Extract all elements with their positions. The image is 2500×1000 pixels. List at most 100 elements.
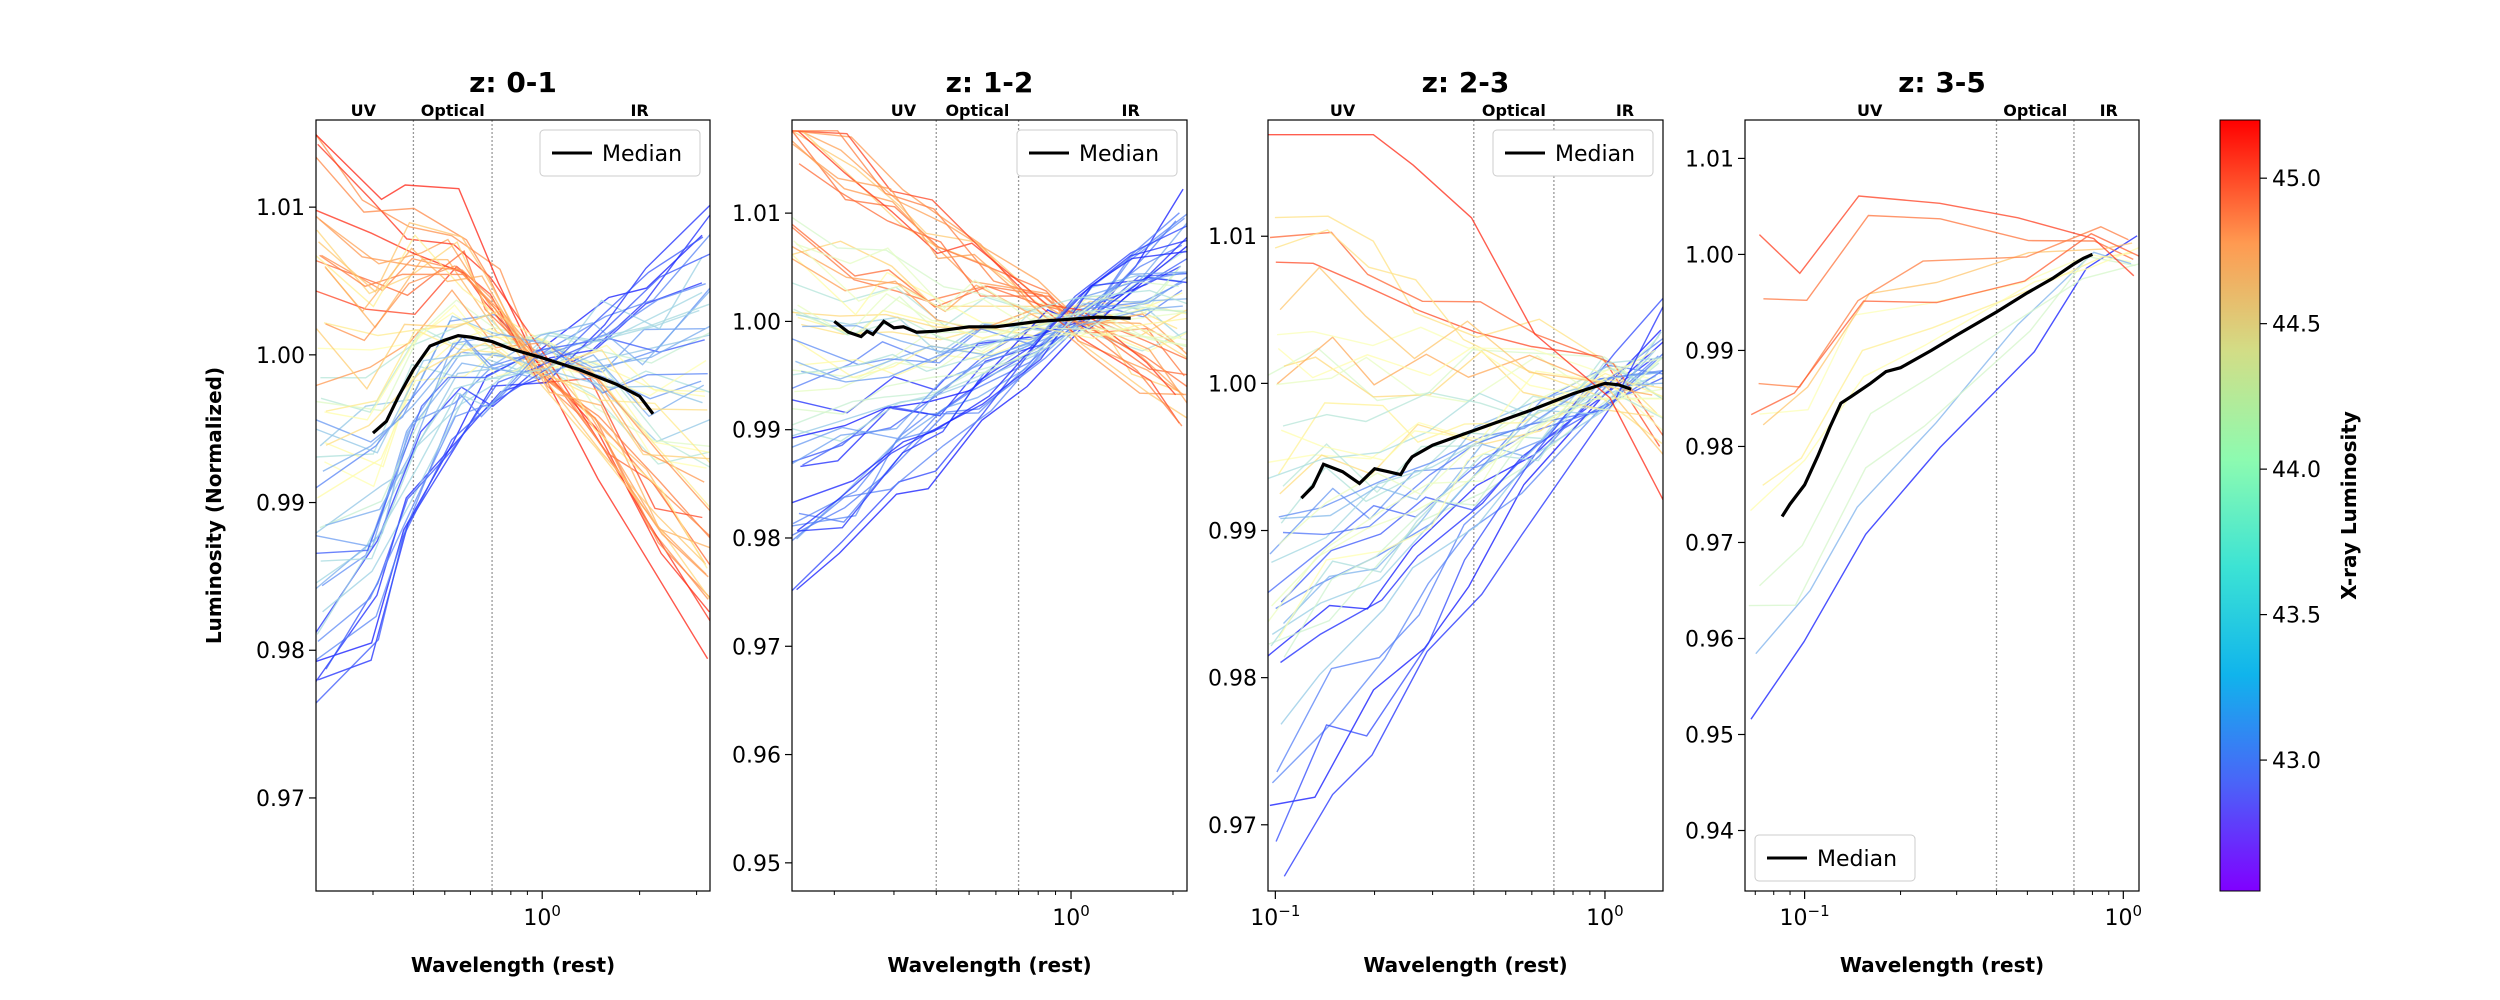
panel-title: z: 2-3 <box>1422 66 1510 99</box>
colorbar-tick-label: 43.0 <box>2272 749 2321 774</box>
sed-curve <box>323 322 711 508</box>
x-tick-label: 100 <box>2105 902 2143 931</box>
sed-curve <box>1269 341 1664 807</box>
sed-curve <box>802 305 1183 353</box>
sed-curve <box>315 290 711 590</box>
median-curve <box>833 315 1131 339</box>
band-label-uv: UV <box>1857 101 1883 120</box>
legend-label: Median <box>602 142 682 167</box>
sed-curve <box>1762 252 2133 486</box>
sed-curve <box>792 143 1188 404</box>
sed-curve <box>1283 350 1654 418</box>
legend-box <box>1492 129 1654 177</box>
y-tick-label: 0.99 <box>732 419 781 444</box>
sed-curve <box>793 240 1188 341</box>
band-label-ir: IR <box>1616 101 1634 120</box>
sed-curve <box>791 295 1185 337</box>
sed-curve <box>1750 235 2138 720</box>
median-line <box>371 333 655 435</box>
legend: Median <box>539 129 701 177</box>
band-label-ir: IR <box>630 101 648 120</box>
sed-curve <box>1283 336 1660 658</box>
panel-z2-3: 0.97 0.98 0.99 1.00 1.01 10−1 100 z: 2-3 UV Op… <box>1208 66 1664 977</box>
y-tick-label: 0.99 <box>1685 339 1734 364</box>
axis-ticks: 0.94 0.95 0.96 0.97 0.98 0.99 1.00 1.01 10−1 100 <box>1685 147 2142 931</box>
sed-curve <box>798 163 1188 376</box>
y-tick-label: 0.97 <box>732 635 781 660</box>
sed-curve <box>321 287 711 587</box>
sed-curve <box>1271 355 1659 784</box>
sed-curve <box>315 209 710 613</box>
y-tick-label: 0.98 <box>1208 667 1257 692</box>
band-boundaries <box>1995 120 2075 891</box>
band-label-ir: IR <box>1122 101 1140 120</box>
colorbar-tick-label: 44.0 <box>2272 458 2321 483</box>
sed-curves <box>1267 133 1664 877</box>
sed-curve <box>318 221 705 563</box>
sed-curve <box>1267 365 1655 480</box>
axes-frame <box>1267 119 1664 892</box>
y-tick-label: 0.97 <box>256 787 305 812</box>
axes-frame <box>315 119 711 892</box>
band-label-uv: UV <box>1330 101 1356 120</box>
legend-box <box>539 129 701 177</box>
sed-curve <box>1282 382 1664 624</box>
sed-curve <box>791 281 1184 366</box>
sed-curve <box>315 337 705 554</box>
legend-label: Median <box>1555 142 1635 167</box>
sed-curve <box>320 327 711 468</box>
panel-title: z: 1-2 <box>946 66 1034 99</box>
band-label-optical: Optical <box>945 101 1009 120</box>
y-tick-label: 0.96 <box>1685 627 1734 652</box>
sed-curve <box>1278 369 1664 518</box>
sed-curve <box>317 143 711 622</box>
sed-curve <box>791 249 1187 442</box>
sed-curve <box>791 272 1184 448</box>
y-tick-label: 0.98 <box>732 527 781 552</box>
y-tick-label: 1.00 <box>1685 243 1734 268</box>
sed-curve <box>1271 349 1657 635</box>
sed-curve <box>1278 360 1659 546</box>
y-tick-label: 0.97 <box>1685 531 1734 556</box>
axes-frame <box>1744 119 2140 892</box>
sed-curve <box>315 299 711 447</box>
axis-ticks: 0.97 0.98 0.99 1.00 1.01 10−1 100 <box>1208 225 1624 931</box>
sed-curve <box>315 289 705 483</box>
band-label-optical: Optical <box>421 101 485 120</box>
legend-box <box>1754 834 1916 882</box>
legend: Median <box>1754 834 1916 882</box>
sed-curve <box>791 130 1180 424</box>
sed-curves <box>315 134 711 704</box>
legend-box <box>1016 129 1178 177</box>
sed-curve <box>319 331 711 529</box>
sed-curve <box>1282 353 1664 536</box>
y-tick-label: 0.99 <box>256 492 305 517</box>
sed-curves <box>791 130 1188 592</box>
band-label-optical: Optical <box>2003 101 2067 120</box>
sed-curve <box>794 130 1183 427</box>
sed-curve <box>315 313 702 443</box>
colorbar-tick-label: 45.0 <box>2272 167 2321 192</box>
median-curve <box>1780 252 2094 518</box>
sed-curve <box>325 265 711 512</box>
y-tick-label: 0.94 <box>1685 820 1734 845</box>
sed-curve <box>797 130 1177 396</box>
x-axis-label: Wavelength (rest) <box>887 953 1091 977</box>
panel-title: z: 0-1 <box>469 66 557 99</box>
x-axis-label: Wavelength (rest) <box>1363 953 1567 977</box>
band-label-optical: Optical <box>1482 101 1546 120</box>
sed-curve <box>1750 247 2140 512</box>
sed-curve <box>325 247 711 549</box>
colorbar-gradient <box>2219 119 2261 892</box>
sed-curve <box>1755 251 2132 655</box>
sed-curve <box>798 212 1180 523</box>
y-tick-label: 0.98 <box>256 639 305 664</box>
band-label-uv: UV <box>351 101 377 120</box>
sed-curves <box>1748 195 2140 720</box>
sed-curve <box>800 265 1182 468</box>
y-tick-label: 1.00 <box>732 310 781 335</box>
axes-frame <box>791 119 1188 892</box>
sed-curve <box>1267 397 1659 623</box>
colorbar-ticks: 43.0 43.5 44.0 44.5 45.0 <box>2260 167 2321 774</box>
